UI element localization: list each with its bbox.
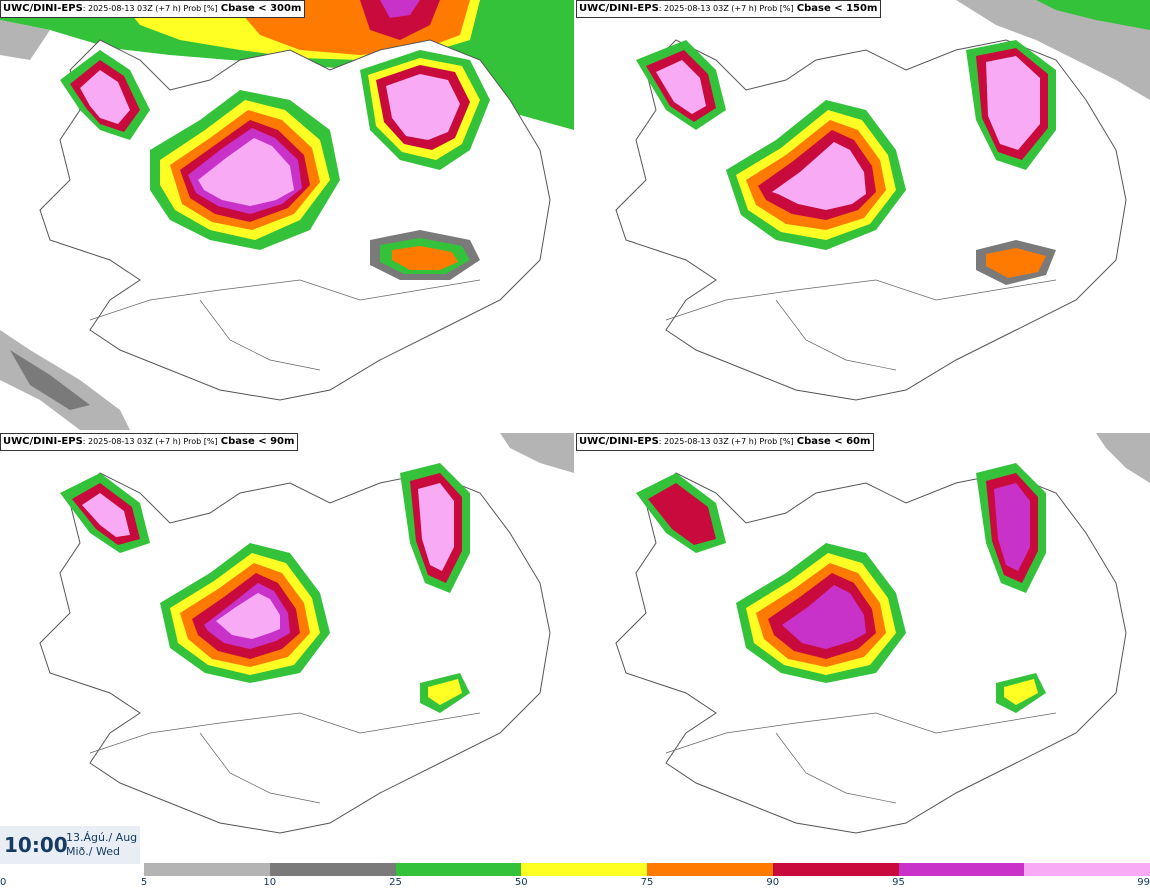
colorbar-segment: [898, 863, 1025, 876]
probability-map: [615, 0, 1150, 401]
colorbar-segment: [647, 863, 773, 876]
panel-title: UWC/DINI-EPS: 2025-08-13 03Z (+7 h) Prob…: [0, 0, 306, 18]
colorbar-segment: [395, 863, 522, 876]
colorbar-tick: 5: [140, 877, 148, 888]
parameter-label: Cbase < 300m: [220, 3, 302, 14]
probability-colorbar: [144, 863, 1150, 876]
run-info: : 2025-08-13 03Z (+7 h) Prob [%]: [82, 437, 218, 446]
run-info: : 2025-08-13 03Z (+7 h) Prob [%]: [658, 437, 794, 446]
probability-map: [0, 0, 574, 430]
colorbar-segment: [269, 863, 396, 876]
colorbar-segment: [772, 863, 899, 876]
run-info: : 2025-08-13 03Z (+7 h) Prob [%]: [658, 4, 794, 13]
panel-title: UWC/DINI-EPS: 2025-08-13 03Z (+7 h) Prob…: [576, 433, 875, 451]
map-panel-cbase-300: UWC/DINI-EPS: 2025-08-13 03Z (+7 h) Prob…: [0, 0, 574, 430]
valid-weekday: Mið./ Wed: [66, 845, 120, 858]
model-name: UWC/DINI-EPS: [3, 436, 83, 447]
valid-date: 13.Ágú./ Aug: [66, 831, 138, 844]
run-info: : 2025-08-13 03Z (+7 h) Prob [%]: [82, 4, 218, 13]
colorbar-tick: 25: [389, 877, 402, 888]
valid-time-box: 10:00 13.Ágú./ Aug Mið./ Wed: [0, 826, 140, 864]
colorbar-tick-labels: 0 5 10 25 50 75 90 95 99: [0, 877, 1150, 891]
colorbar-tick: 95: [892, 877, 905, 888]
colorbar-tick: 99: [1137, 877, 1150, 888]
model-name: UWC/DINI-EPS: [579, 3, 659, 14]
model-name: UWC/DINI-EPS: [3, 3, 83, 14]
colorbar-tick: 10: [263, 877, 277, 888]
colorbar-tick: 75: [640, 877, 654, 888]
colorbar-tick: 50: [514, 877, 528, 888]
valid-time: 10:00: [4, 833, 68, 857]
colorbar-segment: [1024, 863, 1150, 876]
map-panel-cbase-60: UWC/DINI-EPS: 2025-08-13 03Z (+7 h) Prob…: [576, 433, 1150, 863]
colorbar-segment: [521, 863, 648, 876]
parameter-label: Cbase < 90m: [220, 436, 295, 447]
colorbar-tick: 90: [766, 877, 780, 888]
colorbar-tick: 0: [0, 877, 7, 888]
model-name: UWC/DINI-EPS: [579, 436, 659, 447]
probability-map: [39, 433, 574, 834]
parameter-label: Cbase < 150m: [796, 3, 878, 14]
probability-map: [615, 433, 1150, 834]
panel-title: UWC/DINI-EPS: 2025-08-13 03Z (+7 h) Prob…: [0, 433, 299, 451]
map-panel-cbase-150: UWC/DINI-EPS: 2025-08-13 03Z (+7 h) Prob…: [576, 0, 1150, 430]
panel-title: UWC/DINI-EPS: 2025-08-13 03Z (+7 h) Prob…: [576, 0, 882, 18]
map-panel-cbase-90: UWC/DINI-EPS: 2025-08-13 03Z (+7 h) Prob…: [0, 433, 574, 863]
parameter-label: Cbase < 60m: [796, 436, 871, 447]
colorbar-segment: [144, 863, 270, 876]
